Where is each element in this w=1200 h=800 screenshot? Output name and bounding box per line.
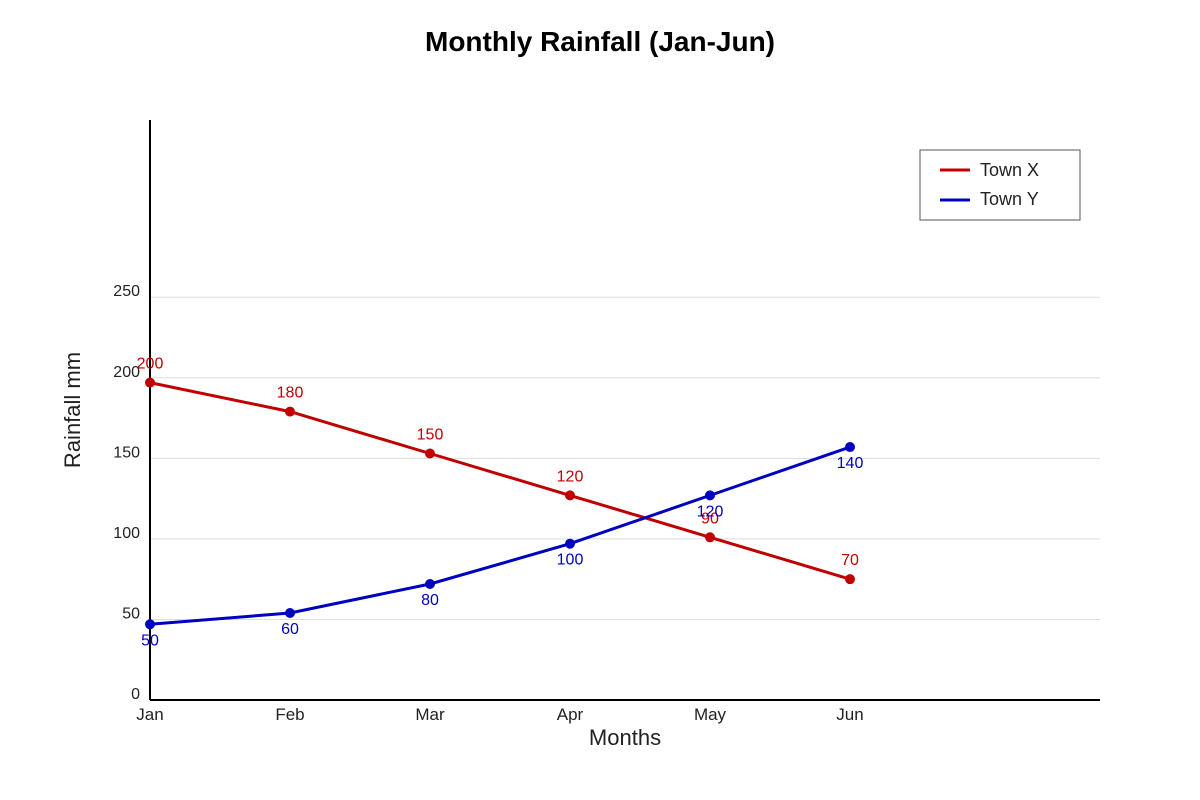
legend: Town X Town Y <box>919 149 1081 221</box>
x-tick-label: Mar <box>415 705 445 724</box>
data-label: 120 <box>697 503 724 520</box>
legend-box <box>919 149 1081 221</box>
y-tick-label: 50 <box>122 605 140 622</box>
data-point <box>285 406 295 417</box>
data-point <box>705 532 715 543</box>
data-label: 100 <box>557 552 584 569</box>
series-line <box>149 381 851 581</box>
grid-lines <box>150 296 1100 620</box>
x-tick-labels: Jan Feb Mar Apr May Jun <box>136 705 863 724</box>
data-label: 120 <box>557 468 584 485</box>
data-point <box>845 442 855 453</box>
series-line <box>149 445 851 626</box>
data-point <box>425 579 435 589</box>
data-label: 50 <box>141 632 159 649</box>
y-tick-labels: 0 50 100 150 200 250 <box>113 283 140 703</box>
data-label: 200 <box>137 356 164 373</box>
data-point <box>565 538 575 549</box>
data-point <box>845 574 855 585</box>
y-tick-label: 250 <box>113 283 140 300</box>
y-axis-title: Rainfall mm <box>60 352 85 468</box>
x-axis-title: Months <box>589 725 661 750</box>
data-label: 80 <box>421 592 439 609</box>
data-label: 90 <box>701 510 719 527</box>
data-label: 150 <box>417 427 444 444</box>
legend-label-town-y: Town Y <box>980 189 1039 209</box>
data-point <box>565 490 575 501</box>
data-point <box>145 619 155 630</box>
series-town-y: 50 60 80 100 120 140 <box>141 442 863 649</box>
y-tick-label: 0 <box>131 686 140 703</box>
x-tick-label: May <box>694 705 727 724</box>
legend-label-town-x: Town X <box>980 160 1039 180</box>
chart-title: Monthly Rainfall (Jan-Jun) <box>425 26 775 57</box>
data-point <box>705 490 715 501</box>
x-tick-label: Jun <box>836 705 863 724</box>
data-label: 140 <box>837 455 864 472</box>
data-point <box>425 448 435 459</box>
x-tick-label: Feb <box>275 705 304 724</box>
y-tick-label: 100 <box>113 525 140 542</box>
data-point <box>145 377 155 388</box>
data-label: 70 <box>841 552 859 569</box>
y-tick-label: 150 <box>113 444 140 461</box>
x-tick-label: Jan <box>136 705 163 724</box>
x-tick-label: Apr <box>557 705 584 724</box>
y-tick-label: 200 <box>113 364 140 381</box>
data-point <box>285 608 295 618</box>
data-label: 180 <box>277 385 304 402</box>
data-label: 60 <box>281 621 299 638</box>
